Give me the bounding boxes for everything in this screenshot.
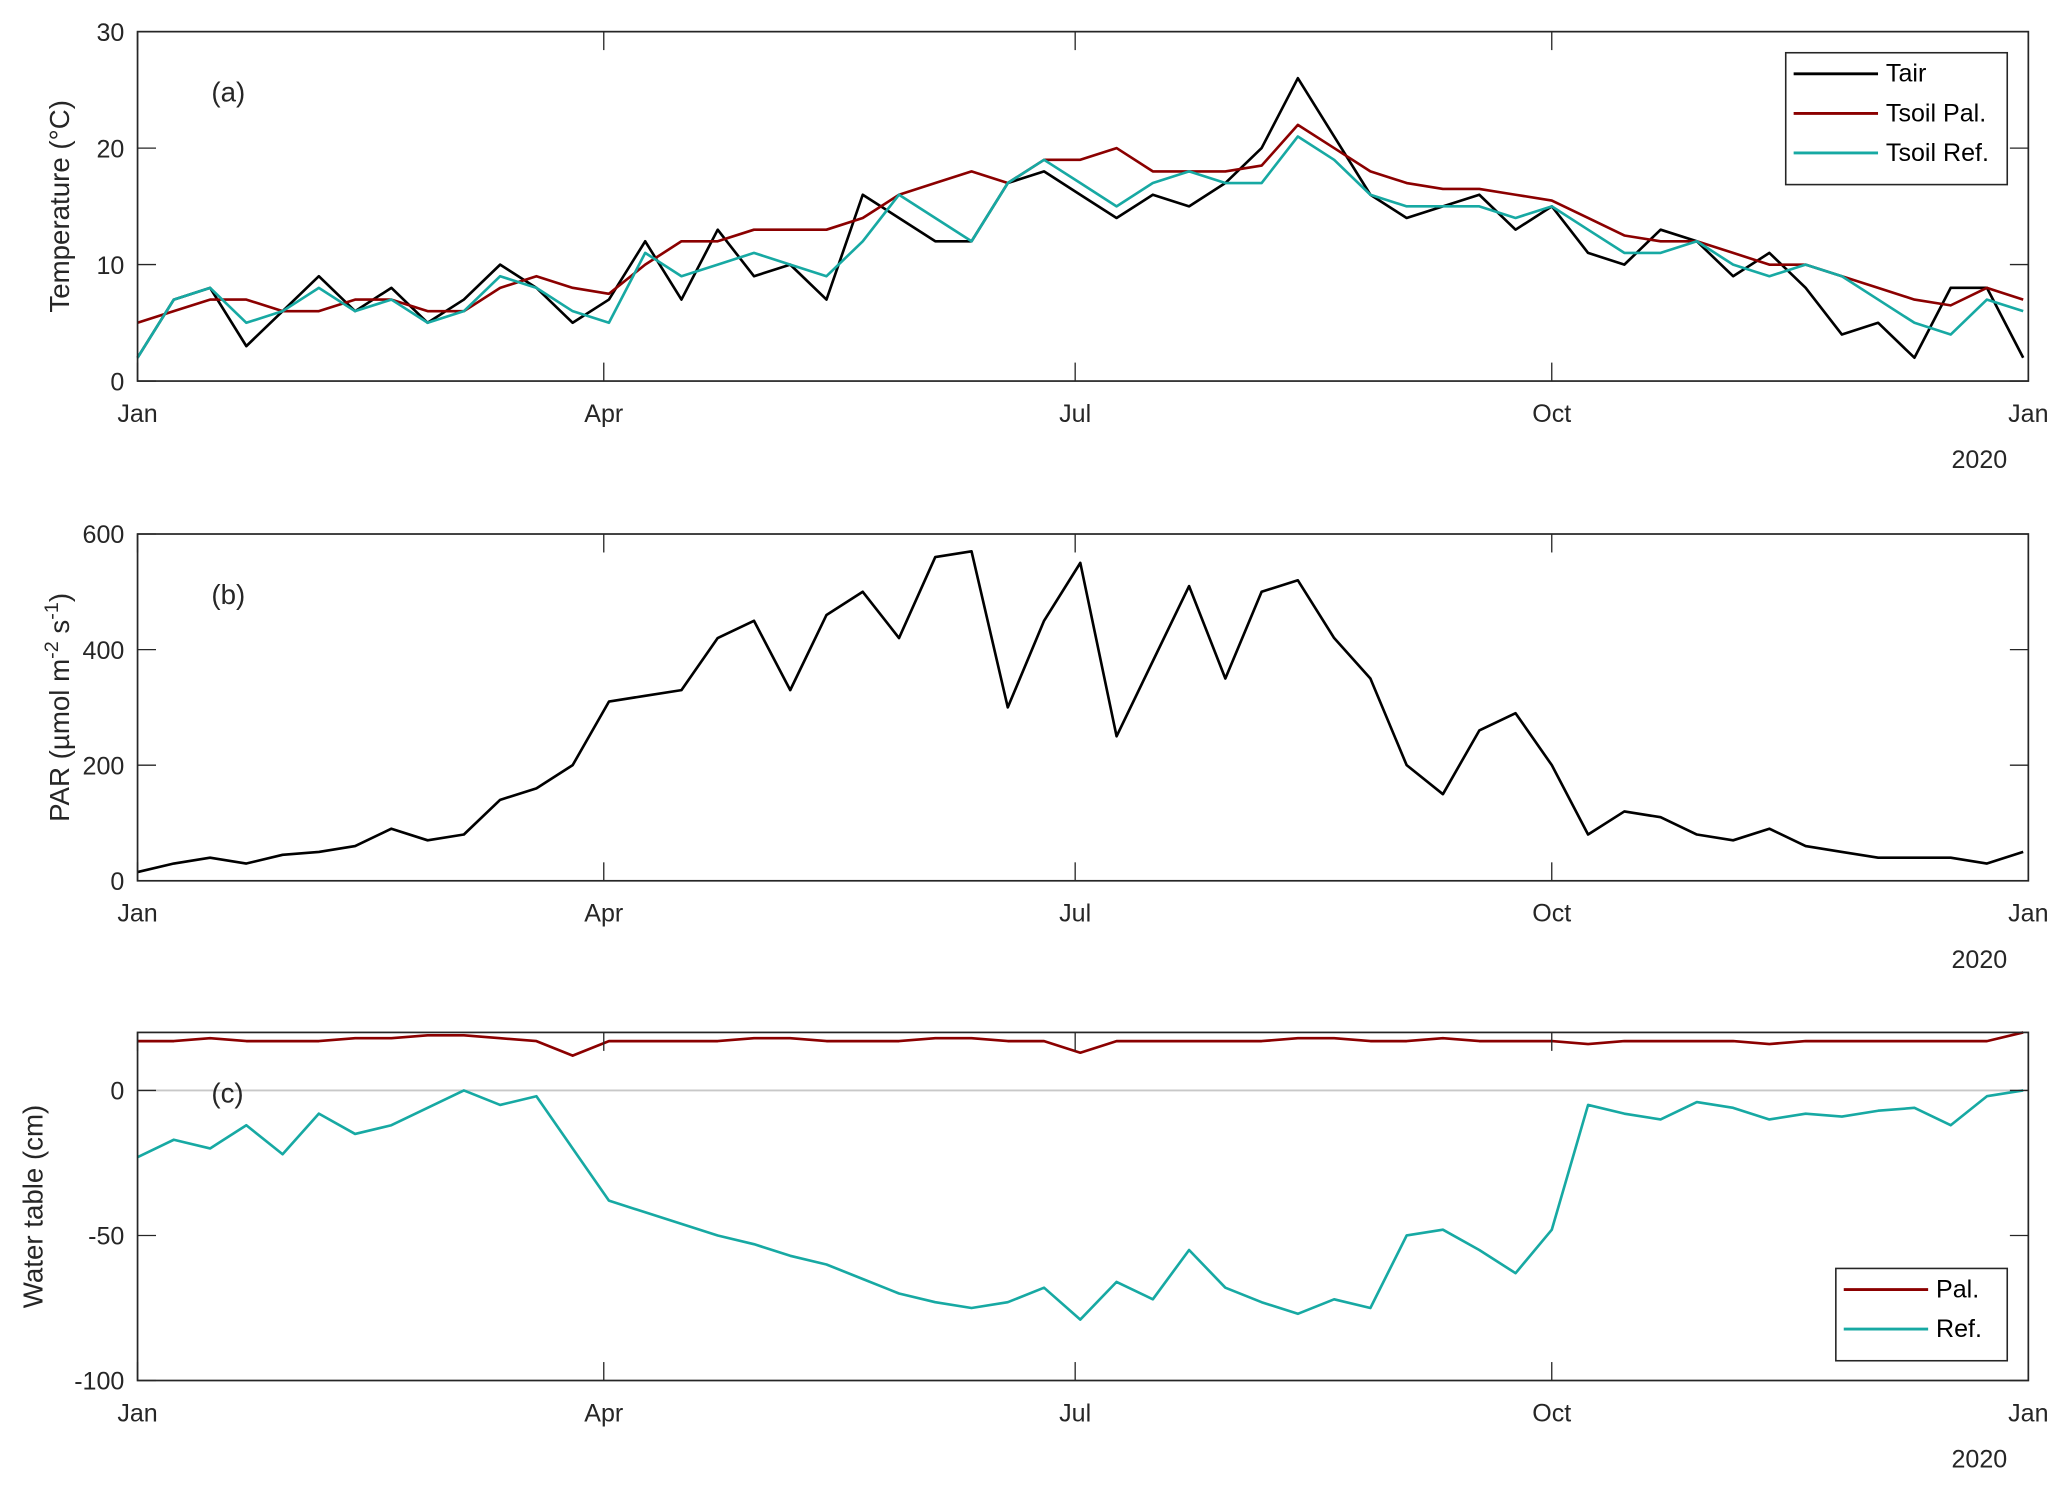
axes-box [136,533,2030,882]
y-axis-label-part: ) [44,593,75,602]
series-line-ref- [136,1089,2024,1321]
y-tick-label: 0 [110,1078,124,1106]
x-tick-label: Jan [117,400,157,428]
y-axis-label: Water table (cm) [18,1105,49,1308]
legend-entry: Ref. [1936,1315,1982,1343]
panel-label: (c) [211,1077,243,1108]
panel-a: Jan Apr Jul Oct Jan20200102030(a)Temperature… [44,19,2049,474]
y-tick-label: 0 [110,368,124,396]
y-tick-label: 10 [96,252,124,280]
legend: Tair Tsoil Pal. Tsoil Ref. [1784,51,2009,186]
x-tick-label: Jul [1059,900,1091,928]
y-tick-label: -100 [74,1368,124,1396]
y-tick-label: 20 [96,135,124,163]
y-tick-label: -50 [88,1223,124,1251]
x-tick-label: Jan [117,900,157,928]
x-year-label: 2020 [1952,946,2008,974]
x-year-label: 2020 [1952,446,2008,474]
x-tick-label: Apr [584,900,623,928]
legend: Pal. Ref. [1835,1267,2009,1362]
x-tick-label: Jul [1059,1399,1091,1427]
legend-box [1835,1267,2009,1362]
x-tick-label: Apr [584,400,623,428]
y-tick-label: 600 [83,521,125,549]
y-axis-label-part: s [44,620,75,642]
y-axis-label-part: -1 [41,602,63,620]
y-tick-label: 30 [96,19,124,47]
x-tick-label: Jan [2008,900,2048,928]
x-tick-label: Jan [2008,400,2048,428]
axes-box [136,30,2030,382]
x-tick-label: Oct [1532,1399,1571,1427]
legend-entry: Tsoil Pal. [1886,99,1986,127]
x-tick-label: Jan [117,1399,157,1427]
series-line-par [137,549,2024,874]
x-tick-label: Jan [2008,1399,2048,1427]
y-axis-label-part: -2 [41,641,63,659]
panel-label: (b) [211,579,245,610]
y-axis-label: Temperature (°C) [44,100,75,313]
series-line-pal- [137,1031,2024,1057]
x-tick-label: Oct [1532,400,1571,428]
x-tick-label: Jul [1059,400,1091,428]
series-line-tsoil-pal- [137,123,2024,325]
series-line-tair [136,76,2025,360]
legend-entry: Pal. [1936,1275,1979,1303]
series-line-tsoil-ref- [136,135,2024,359]
x-year-label: 2020 [1952,1446,2008,1474]
y-tick-label: 0 [110,868,124,896]
x-tick-label: Apr [584,1399,623,1427]
y-tick-label: 400 [83,637,125,665]
panel-label: (a) [211,77,245,108]
x-tick-label: Oct [1532,900,1571,928]
legend-entry: Tair [1886,60,1926,88]
y-axis-label-part: PAR (µmol m [44,659,75,822]
y-axis-label: PAR (µmol m-2 s-1) [41,593,75,822]
y-tick-label: 200 [83,752,125,780]
legend-entry: Tsoil Ref. [1886,139,1989,167]
axes-box [136,1031,2030,1382]
